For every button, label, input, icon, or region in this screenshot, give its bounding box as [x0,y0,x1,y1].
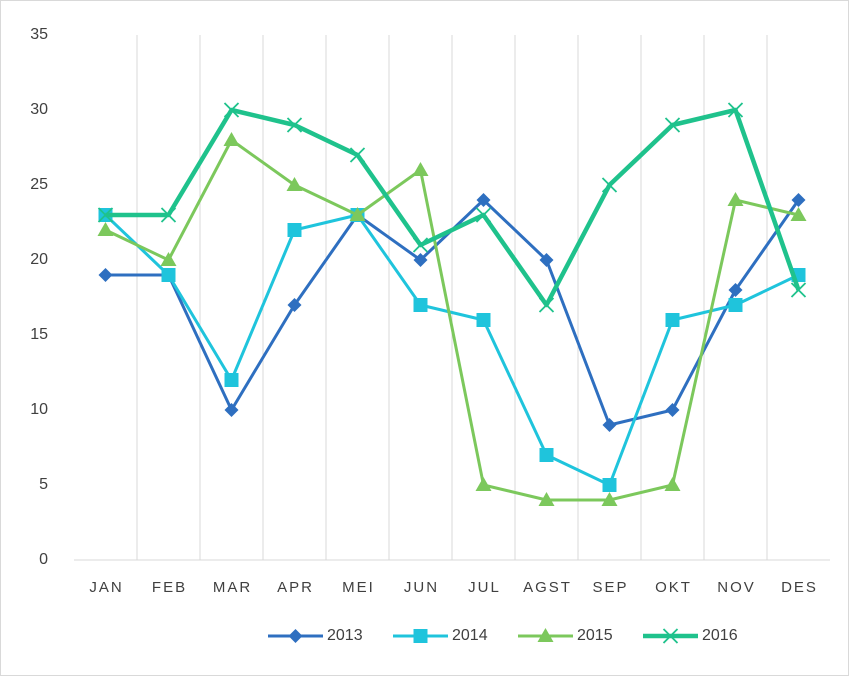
marker [475,207,492,223]
marker [602,418,617,432]
marker [286,177,303,191]
marker [223,102,240,118]
marker [223,132,240,146]
marker [664,117,681,133]
marker [413,298,428,312]
marker [727,102,744,118]
x-tick-label: AGST [523,579,572,596]
marker [728,283,743,297]
marker [539,253,554,267]
marker [288,629,303,643]
marker [286,117,303,133]
marker [412,237,429,253]
marker [475,477,492,491]
y-tick-label: 5 [39,476,48,493]
marker [539,448,554,462]
legend-label: 2014 [452,627,488,644]
x-tick-label: JUL [468,579,501,596]
marker [476,193,491,207]
series-line [104,138,799,502]
marker [728,298,743,312]
marker [160,252,177,266]
marker [349,147,366,163]
marker [662,628,679,644]
x-tick-label: OKT [655,579,692,596]
x-tick-label: SEP [592,579,628,596]
marker [413,253,428,267]
legend-label: 2015 [577,627,613,644]
marker [601,177,618,193]
marker [727,192,744,206]
marker [476,313,491,327]
marker [665,313,680,327]
marker [601,492,618,506]
marker [538,297,555,313]
marker [791,193,806,207]
marker [665,403,680,417]
y-tick-label: 30 [30,101,48,118]
y-tick-label: 25 [30,176,48,193]
marker [412,162,429,176]
marker [413,629,428,643]
marker [790,207,807,221]
marker [224,403,239,417]
marker [538,492,555,506]
marker [98,268,113,282]
x-tick-label: MAR [213,579,252,596]
x-tick-label: NOV [717,579,756,596]
marker [664,477,681,491]
marker [161,268,176,282]
y-tick-label: 15 [30,326,48,343]
x-tick-label: DES [781,579,818,596]
y-tick-label: 35 [30,26,48,43]
marker [160,207,177,223]
marker [97,207,114,223]
marker [537,628,554,642]
series-line [105,107,801,308]
legend-label: 2013 [327,627,363,644]
legend-label: 2016 [702,627,738,644]
series-line [104,213,800,487]
marker [287,223,302,237]
x-tick-label: APR [277,579,314,596]
marker [602,478,617,492]
marker [97,222,114,236]
x-tick-label: JAN [89,579,123,596]
y-tick-label: 0 [39,551,48,568]
marker [287,298,302,312]
y-tick-label: 10 [30,401,48,418]
marker [349,207,366,221]
x-tick-label: JUN [404,579,439,596]
x-tick-label: FEB [152,579,187,596]
y-tick-label: 20 [30,251,48,268]
marker [790,282,807,298]
marker [224,373,239,387]
x-tick-label: MEI [342,579,375,596]
